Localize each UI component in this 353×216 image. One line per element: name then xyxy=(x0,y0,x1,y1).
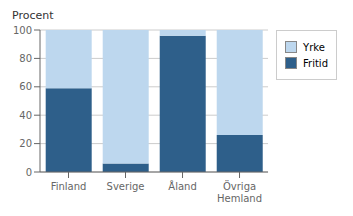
svg-text:40: 40 xyxy=(19,110,32,121)
svg-text:Åland: Åland xyxy=(168,180,196,192)
svg-text:ÖvrigaHemland: ÖvrigaHemland xyxy=(217,180,262,204)
svg-text:80: 80 xyxy=(19,53,32,64)
html-text:Fritid: Fritid xyxy=(303,57,328,69)
svg-text:100: 100 xyxy=(13,25,32,36)
svg-text:0: 0 xyxy=(26,167,32,178)
svg-text:60: 60 xyxy=(19,81,32,92)
svg-text:Sverige: Sverige xyxy=(107,181,145,192)
svg-text:20: 20 xyxy=(19,138,32,149)
html-text:Procent: Procent xyxy=(12,9,54,22)
svg-text:Finland: Finland xyxy=(51,181,87,192)
html-text:Yrke: Yrke xyxy=(303,41,325,53)
